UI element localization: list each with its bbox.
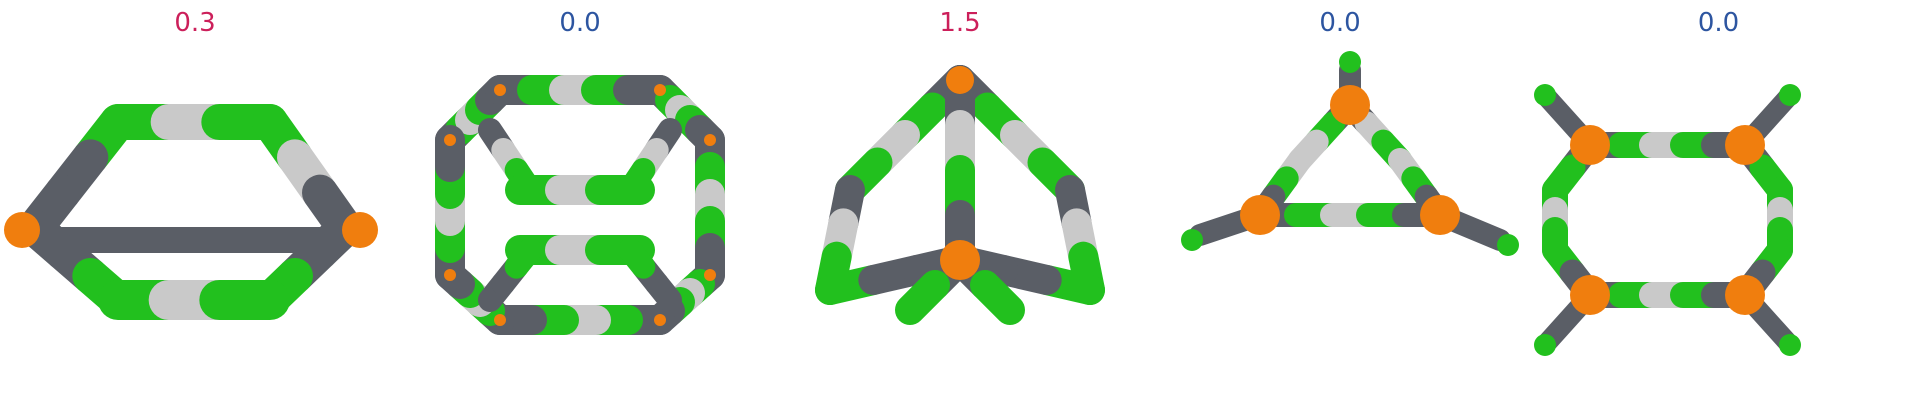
atom: [654, 314, 666, 326]
molecule-3: [815, 65, 1105, 325]
structure-panel-2: 0.0: [390, 0, 770, 416]
score-label-3: 1.5: [939, 8, 981, 38]
score-label-5: 0.0: [1697, 8, 1740, 38]
atom: [1725, 125, 1765, 165]
atom: [654, 84, 666, 96]
molecule-1: [4, 104, 378, 320]
bond-segment: [895, 270, 950, 325]
structure-panel-5: 0.0: [1530, 0, 1907, 416]
score-label-1: 0.3: [174, 8, 216, 38]
atom: [1570, 125, 1610, 165]
atom: [1497, 234, 1519, 256]
molecule-2: [435, 75, 725, 335]
structure-panel-3: 1.5: [770, 0, 1150, 416]
atom: [1779, 84, 1801, 106]
atom: [1420, 195, 1460, 235]
score-label-2: 0.0: [559, 8, 601, 38]
bond-segment: [970, 270, 1025, 325]
atom: [444, 269, 456, 281]
atom: [1181, 229, 1203, 251]
bond-segment: [504, 238, 542, 279]
atom: [946, 66, 974, 94]
atom: [1779, 334, 1801, 356]
atom: [494, 84, 506, 96]
atom: [1534, 84, 1556, 106]
molecule-5: [1534, 84, 1801, 356]
atom: [704, 269, 716, 281]
atom: [1339, 51, 1361, 73]
atom: [444, 134, 456, 146]
atom: [4, 212, 40, 248]
molecule-4: [1181, 51, 1519, 256]
atom: [1240, 195, 1280, 235]
atom: [1725, 275, 1765, 315]
atom: [940, 240, 980, 280]
atom: [1570, 275, 1610, 315]
structure-panel-1: 0.3: [0, 0, 390, 416]
atom: [704, 134, 716, 146]
bond-segment: [618, 238, 656, 279]
atom: [1330, 85, 1370, 125]
atom: [494, 314, 506, 326]
atom: [342, 212, 378, 248]
atom: [1534, 334, 1556, 356]
structure-panel-4: 0.0: [1150, 0, 1530, 416]
score-label-4: 0.0: [1319, 8, 1361, 38]
